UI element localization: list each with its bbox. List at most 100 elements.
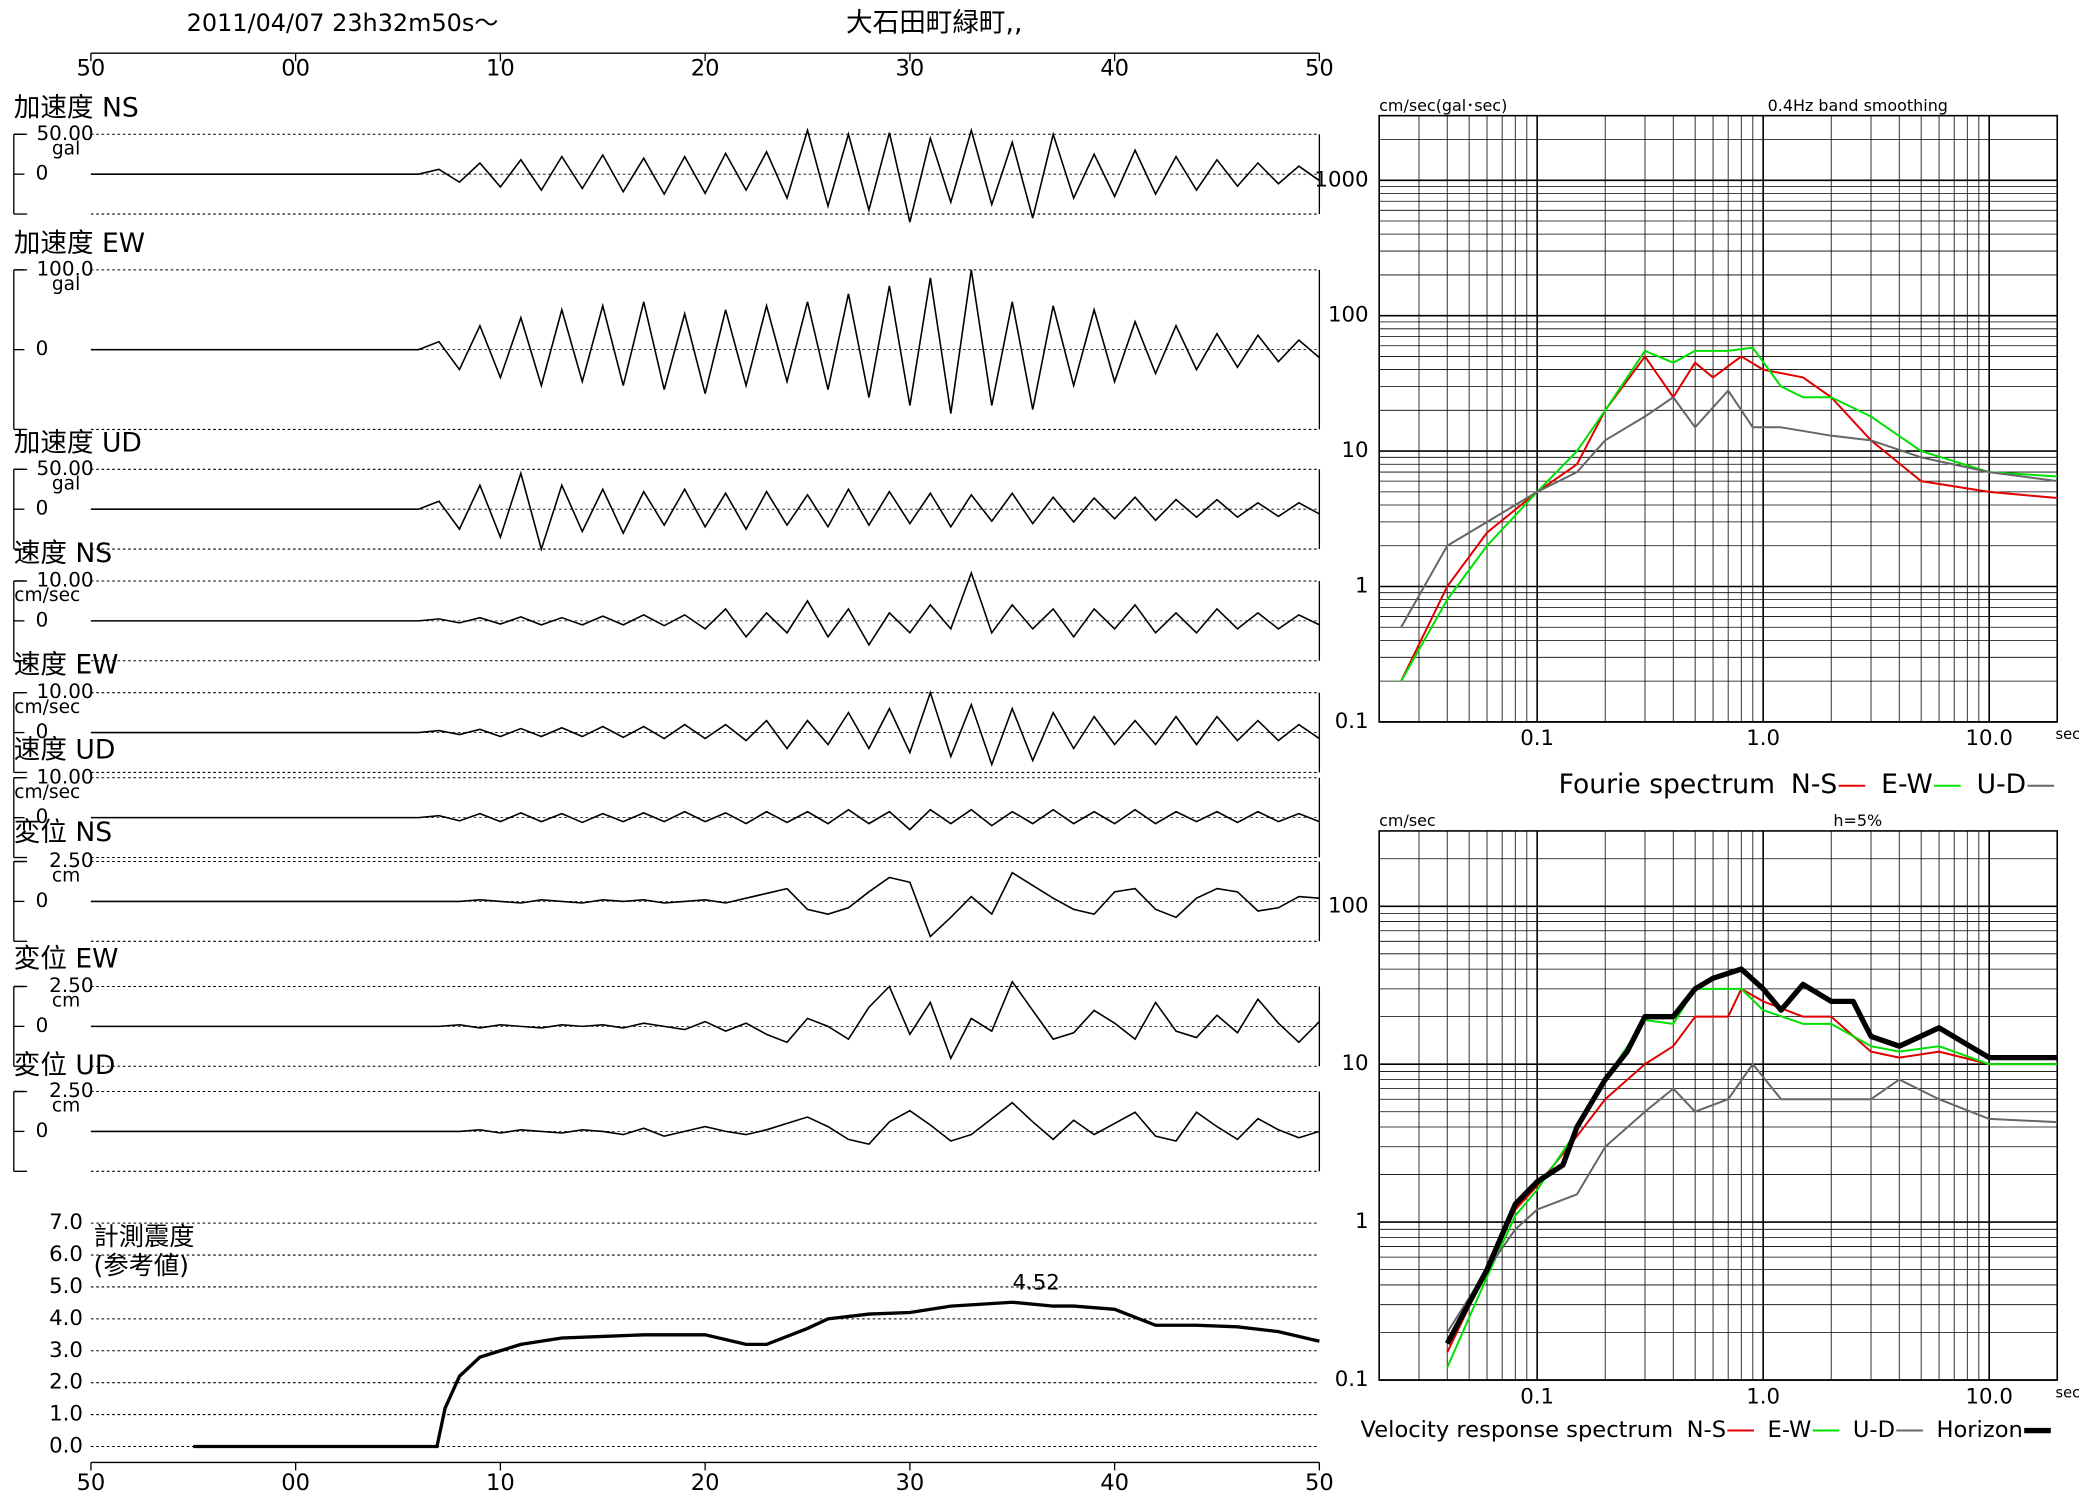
unit: cm <box>52 991 80 1012</box>
waveform-trace <box>90 871 1320 938</box>
x-tick-label: 50 <box>77 1470 106 1496</box>
waveform-trace <box>90 127 1320 223</box>
unit: gal <box>52 274 80 295</box>
legend-label: Horizon <box>1936 1417 2022 1443</box>
trace-label: 変位 EW <box>14 943 119 974</box>
y-tick-label: 1.0 <box>49 1402 83 1427</box>
legend-title: Velocity response spectrum <box>1361 1417 1674 1443</box>
chart-title: 2011/04/07 23h32m50s～ <box>187 9 499 37</box>
x-tick-label: 1.0 <box>1746 726 1780 751</box>
y-tick-label: 0 <box>36 496 49 520</box>
y-tick-label: 0 <box>36 804 49 828</box>
y-tick-label: 0 <box>36 607 49 631</box>
spectrum-line <box>1400 389 2058 628</box>
y-axis-label: cm/sec <box>1379 811 1436 830</box>
y-tick-label: 100 <box>1328 303 1369 328</box>
spectrum-line <box>1400 346 2058 682</box>
y-tick-label: 2.50 <box>49 973 93 997</box>
x-tick-label: 20 <box>691 1470 720 1496</box>
trace-label: 速度 EW <box>14 650 119 681</box>
trace-label: 変位 UD <box>14 1050 116 1081</box>
waveform-trace <box>90 690 1320 767</box>
x-tick-label: 20 <box>691 56 720 82</box>
y-tick-label: 0.1 <box>1335 1367 1369 1392</box>
y-tick-label: 10.00 <box>36 764 93 788</box>
x-tick-label: 50 <box>1305 56 1334 82</box>
y-tick-label: 50.00 <box>36 121 93 145</box>
spectrum-line <box>1400 355 2058 682</box>
legend-label: U-D <box>1977 769 2027 800</box>
unit: cm/sec <box>14 697 80 718</box>
y-tick-label: 1 <box>1355 574 1369 599</box>
x-axis-label: sec <box>2056 726 2079 743</box>
trace-label: 加速度 EW <box>14 228 145 259</box>
y-tick-label: 2.50 <box>49 1078 93 1102</box>
x-tick-label: 30 <box>895 1470 924 1496</box>
waveform-trace <box>90 1101 1320 1146</box>
trace-label: 加速度 NS <box>14 93 139 124</box>
legend-label: N-S <box>1687 1417 1726 1443</box>
x-tick-label: 40 <box>1100 56 1129 82</box>
spectrum-line <box>1446 987 2058 1368</box>
legend-label: U-D <box>1853 1417 1895 1443</box>
peak-label: 4.52 <box>1012 1271 1059 1296</box>
x-tick-label: 0.1 <box>1520 1384 1554 1409</box>
y-tick-label: 3.0 <box>49 1338 83 1363</box>
y-axis-label: cm/sec(gal･sec) <box>1379 96 1507 115</box>
spectrum-line <box>1446 987 2058 1353</box>
y-tick-label: 10 <box>1341 1051 1368 1076</box>
y-tick-label: 0.0 <box>49 1433 83 1458</box>
y-tick-label: 0 <box>36 888 49 912</box>
spectrum-line <box>1446 1063 2058 1333</box>
y-tick-label: 0.1 <box>1335 709 1369 734</box>
plot-frame <box>1378 114 2059 723</box>
unit: cm <box>52 866 80 887</box>
x-tick-label: 00 <box>281 56 310 82</box>
unit: cm/sec <box>14 782 80 803</box>
trace-label: 加速度 UD <box>14 428 142 459</box>
waveform-trace <box>90 980 1320 1061</box>
y-tick-label: 4.0 <box>49 1306 83 1331</box>
x-tick-label: 30 <box>895 56 924 82</box>
y-tick-label: 10.00 <box>36 679 93 703</box>
y-tick-label: 100.0 <box>36 256 93 280</box>
station-name: 大石田町緑町,, <box>846 7 1022 38</box>
y-tick-label: 5.0 <box>49 1274 83 1299</box>
trace-label: 速度 NS <box>14 538 112 569</box>
trace-label: 速度 UD <box>14 735 116 766</box>
x-tick-label: 00 <box>281 1470 310 1496</box>
x-tick-label: 10 <box>486 56 515 82</box>
x-tick-label: 40 <box>1100 1470 1129 1496</box>
x-tick-label: 50 <box>1305 1470 1334 1496</box>
y-tick-label: 2.50 <box>49 848 93 872</box>
legend-title: Fourie spectrum <box>1559 769 1775 800</box>
y-tick-label: 2.0 <box>49 1370 83 1395</box>
spectrum-line <box>1444 966 2058 1345</box>
y-tick-label: 0 <box>36 1013 49 1037</box>
unit: gal <box>52 473 80 494</box>
chart-title: 計測震度 <box>94 1222 195 1251</box>
y-tick-label: 0 <box>36 336 49 360</box>
chart-note: 0.4Hz band smoothing <box>1768 96 1948 115</box>
unit: cm <box>52 1096 80 1117</box>
x-tick-label: 10.0 <box>1966 726 2013 751</box>
chart-subtitle: (参考値) <box>94 1251 189 1280</box>
legend-label: E-W <box>1768 1417 1812 1443</box>
intensity-line <box>193 1300 1320 1449</box>
legend-label: E-W <box>1881 769 1933 800</box>
y-tick-label: 7.0 <box>49 1210 83 1235</box>
y-tick-label: 100 <box>1328 893 1369 918</box>
x-tick-label: 50 <box>77 56 106 82</box>
y-tick-label: 0 <box>36 161 49 185</box>
x-axis-label: sec <box>2056 1384 2079 1401</box>
y-tick-label: 1 <box>1355 1209 1369 1234</box>
x-tick-label: 10 <box>486 1470 515 1496</box>
y-tick-label: 10 <box>1341 438 1368 463</box>
y-tick-label: 1000 <box>1314 167 1368 192</box>
y-tick-label: 10.00 <box>36 567 93 591</box>
legend-label: N-S <box>1791 769 1837 800</box>
waveform-trace <box>90 470 1320 552</box>
chart-note: h=5% <box>1833 811 1882 830</box>
